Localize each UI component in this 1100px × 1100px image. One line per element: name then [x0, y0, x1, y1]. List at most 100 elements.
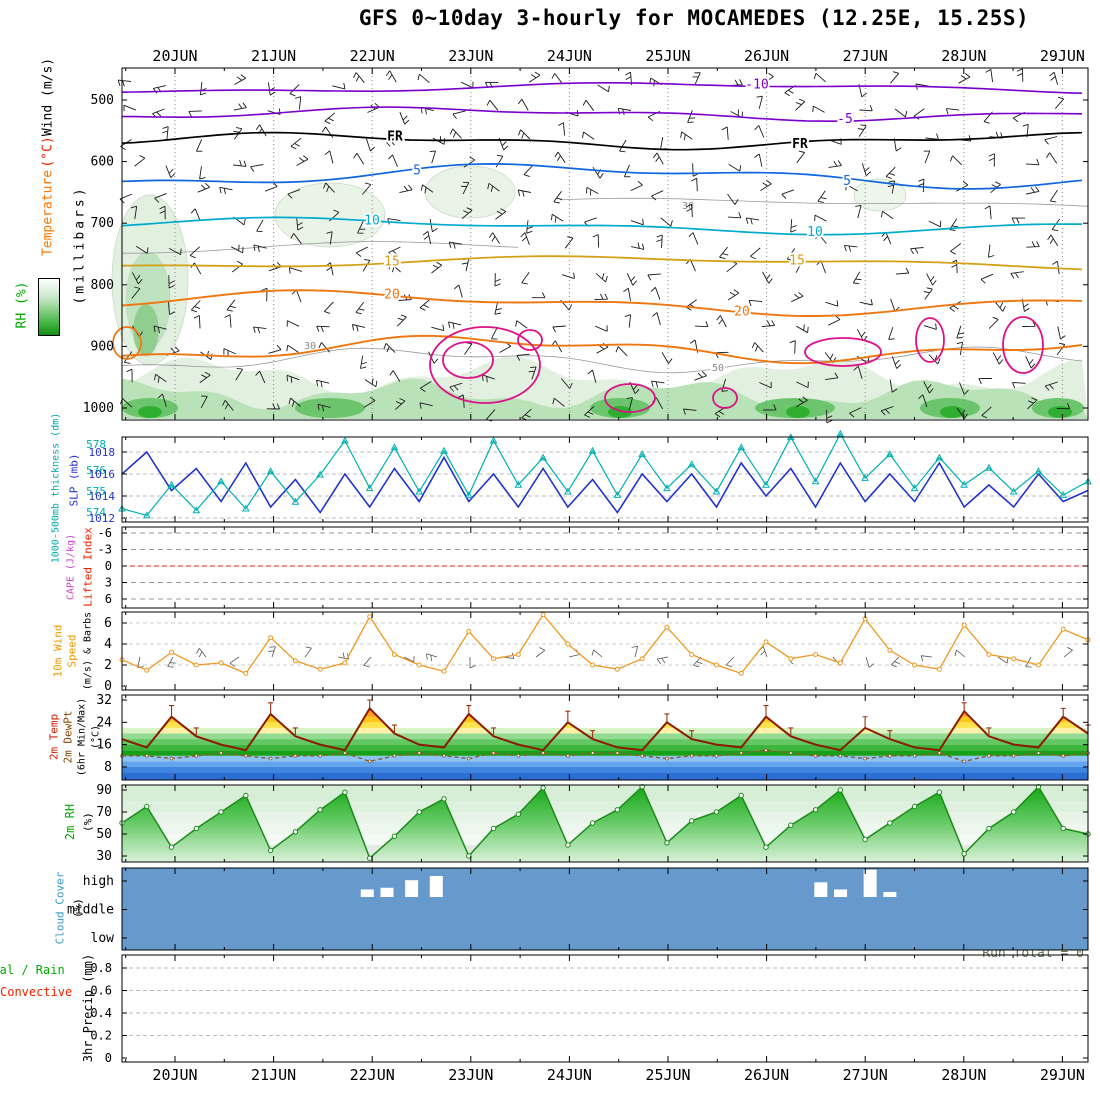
- wind-barb: [388, 246, 401, 257]
- rh-marker: [391, 833, 398, 839]
- wind-barb: [515, 320, 528, 329]
- wind-barb: [958, 73, 971, 84]
- wind-barb: [431, 261, 443, 274]
- wind-barb: [420, 184, 434, 194]
- wind-tick-label: 6: [104, 616, 112, 631]
- wind-barb: [134, 155, 146, 167]
- rh-band: [122, 801, 1088, 812]
- wind-barb: [1049, 189, 1058, 203]
- rh-marker: [1010, 809, 1017, 815]
- wind-barb: [692, 163, 699, 177]
- wind-barb: [523, 164, 534, 178]
- precip-tick-label: 0.2: [90, 1029, 112, 1043]
- temp-whisker: [862, 716, 868, 728]
- slp-tick-label: 1016: [89, 468, 116, 481]
- wind-barb: [949, 155, 963, 166]
- wind-speed-marker: [391, 652, 397, 657]
- dewpoint-marker: [1036, 751, 1041, 755]
- wind-speed-marker: [169, 649, 175, 655]
- wind-barb: [168, 275, 175, 289]
- rh-marker: [812, 807, 819, 813]
- dewpoint-marker: [566, 753, 570, 758]
- thickness-marker: [935, 453, 944, 461]
- thickness-marker: [217, 477, 225, 485]
- rh-marker: [267, 847, 274, 854]
- wind-barb: [595, 325, 608, 332]
- thickness-marker: [836, 429, 845, 437]
- temp-whisker: [268, 702, 274, 714]
- warm-fill-group: [122, 708, 1088, 734]
- wind-barb: [161, 126, 169, 140]
- date-label-bottom: 25JUN: [645, 1066, 690, 1084]
- temp-whisker: [193, 727, 199, 737]
- warm-band: [122, 722, 1088, 728]
- wind-barb: [890, 298, 900, 312]
- cloud-bar: [883, 891, 897, 897]
- wind-barb: [385, 70, 397, 83]
- panel-border: [121, 67, 1089, 421]
- wind-barb: [685, 299, 697, 311]
- wind-barb: [688, 232, 699, 245]
- wind-barb: [419, 299, 431, 311]
- wind-barb: [326, 231, 333, 245]
- wind-barb: [362, 259, 371, 272]
- cloud-row-label: low: [91, 931, 115, 946]
- wind-barb: [190, 262, 202, 275]
- cloud-background: [122, 868, 1088, 950]
- rh-blob-core: [1048, 406, 1072, 418]
- wind-barb: [190, 208, 201, 221]
- wind-barb: [584, 405, 595, 418]
- thickness-marker: [638, 450, 647, 458]
- thickness-marker: [440, 446, 448, 454]
- wind-barb: [494, 301, 502, 315]
- rh-marker: [664, 840, 670, 846]
- thickness-line: [121, 432, 1089, 517]
- date-label-bottom: 28JUN: [941, 1066, 986, 1084]
- wind-barb: [985, 68, 994, 83]
- wind-barb: [552, 397, 565, 407]
- wind-barb: [910, 247, 924, 255]
- contour-label: 15: [789, 254, 805, 269]
- wind-speed-marker: [144, 667, 150, 673]
- wind-barb: [1056, 403, 1071, 410]
- pressure-tick-label: 700: [91, 216, 114, 231]
- wind-barb: [388, 154, 398, 167]
- wind-barb: [619, 139, 627, 153]
- wind-barb: [1016, 68, 1024, 82]
- wind-barb: [786, 248, 796, 261]
- wind-barb: [323, 182, 335, 193]
- panel-border: [121, 694, 1089, 781]
- wind-barb: [623, 287, 631, 302]
- wind-barb: [1049, 71, 1059, 85]
- wind-barb: [843, 244, 858, 252]
- wind-barb: [885, 166, 896, 179]
- orange-loop: [112, 326, 142, 360]
- slp-tick-label: 1014: [89, 490, 116, 503]
- wind-barb: [219, 186, 233, 195]
- wind-barb: [1011, 217, 1026, 224]
- dewpoint-marker: [144, 753, 149, 758]
- thickness-tick-label: 576: [86, 464, 106, 477]
- wind-barb: [1044, 136, 1058, 145]
- wind-barb: [891, 356, 902, 369]
- wind-barb: [357, 221, 366, 234]
- cloud-row-label: middle: [67, 903, 114, 918]
- wind-barb: [763, 404, 777, 411]
- wind-barb: [691, 177, 698, 192]
- temp-whisker: [491, 727, 497, 737]
- surface-wind-barb: [591, 649, 603, 658]
- wind-barb: [399, 112, 410, 125]
- surface-wind-barb: [167, 656, 176, 668]
- thickness-marker: [390, 443, 399, 451]
- thickness-marker: [489, 436, 498, 444]
- wind-barb: [353, 72, 365, 83]
- contour-label: 5: [843, 174, 851, 189]
- dewpoint-marker: [466, 756, 471, 761]
- warm-band: [122, 708, 1088, 712]
- dewpoint-marker: [343, 751, 347, 755]
- rh-marker: [763, 844, 769, 850]
- wind-barb: [1046, 152, 1058, 164]
- wind-barb: [126, 368, 133, 383]
- wind-barb: [516, 353, 530, 361]
- wind-barb: [630, 180, 643, 192]
